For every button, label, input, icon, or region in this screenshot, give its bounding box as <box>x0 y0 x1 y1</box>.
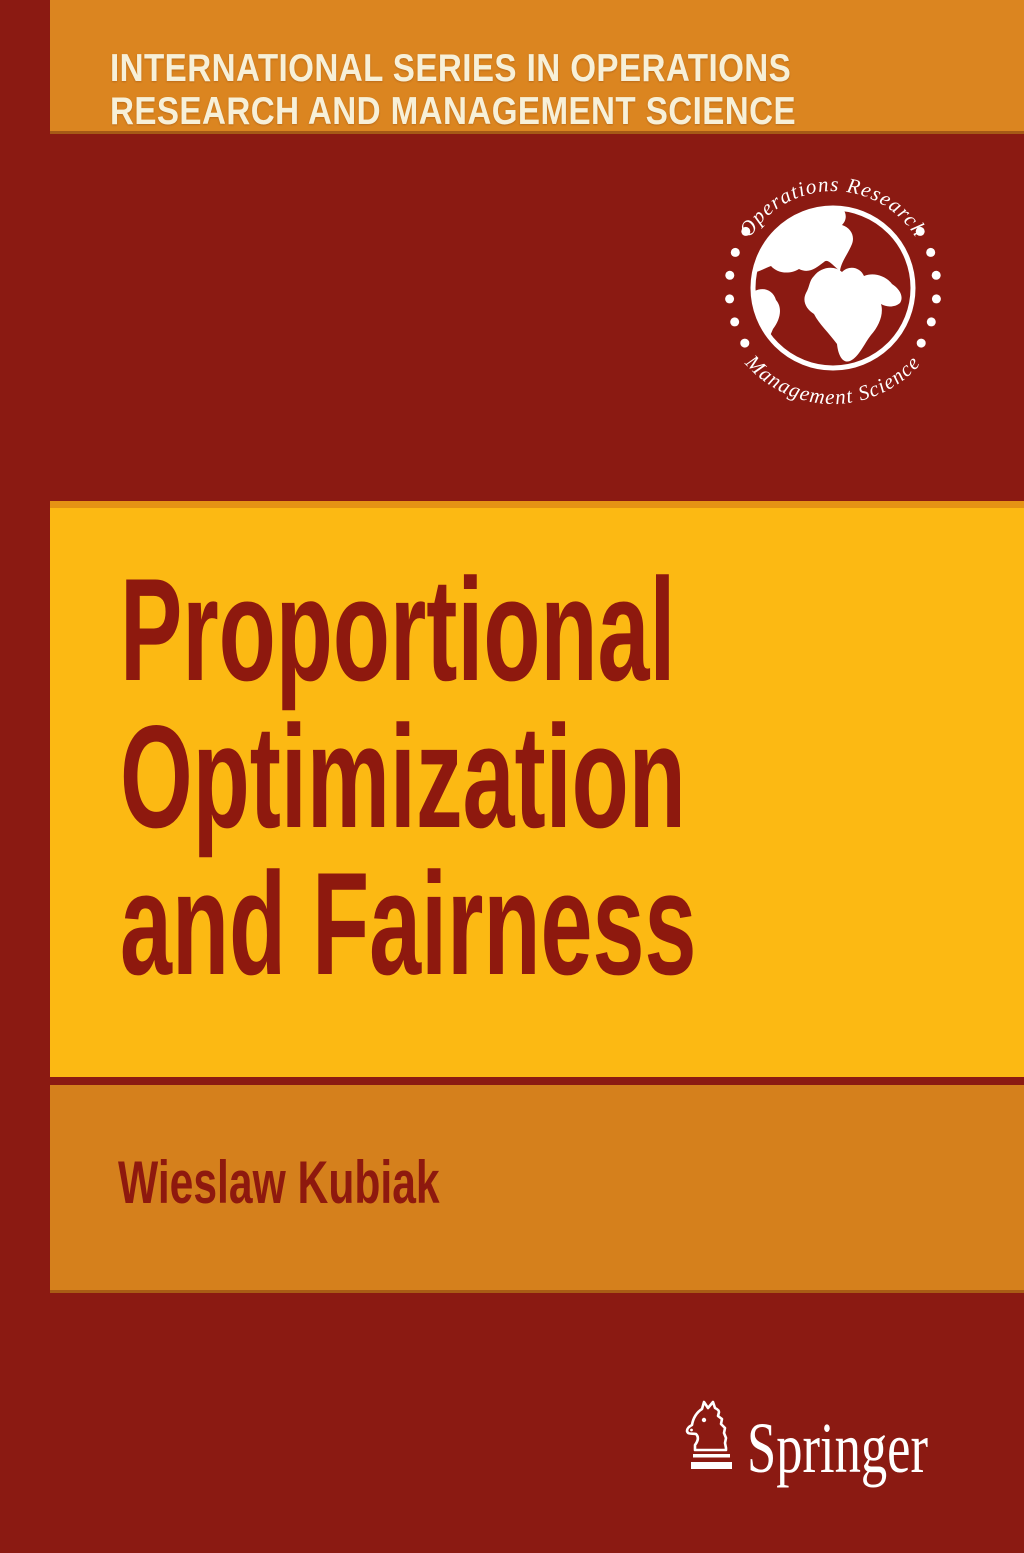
title-panel: Proportional Optimization and Fairness <box>50 501 1024 1077</box>
book-title-line3: and Fairness <box>120 842 697 1005</box>
springer-knight-icon <box>685 1400 732 1469</box>
publisher-name: Springer <box>747 1408 929 1488</box>
globe-icon: Operations Research Management Science <box>725 172 941 409</box>
series-title: INTERNATIONAL SERIES IN OPERATIONS RESEA… <box>110 47 796 133</box>
series-title-line2: RESEARCH AND MANAGEMENT SCIENCE <box>110 90 797 133</box>
globe-ring <box>750 205 916 371</box>
emblem-arc-bottom-text: Management Science <box>740 349 925 409</box>
series-title-line1: INTERNATIONAL SERIES IN OPERATIONS <box>110 47 792 90</box>
book-title-line1: Proportional <box>120 548 676 711</box>
author-name: Wieslaw Kubiak <box>118 1149 440 1216</box>
emblem-dots <box>725 226 941 348</box>
book-title-line2: Optimization <box>120 695 686 858</box>
series-band: INTERNATIONAL SERIES IN OPERATIONS RESEA… <box>50 0 1024 134</box>
author-band: Wieslaw Kubiak <box>50 1085 1024 1293</box>
book-title: Proportional Optimization and Fairness <box>120 556 1021 997</box>
